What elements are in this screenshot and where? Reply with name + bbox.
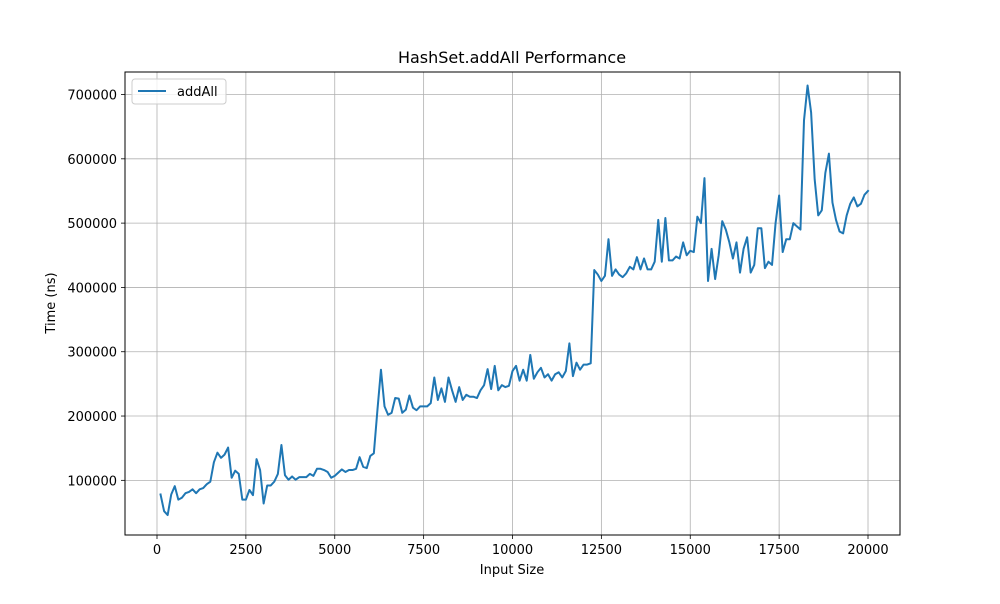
x-axis-label: Input Size: [480, 563, 544, 578]
x-tick-label: 7500: [407, 543, 440, 558]
grid-lines: [125, 72, 900, 535]
x-tick-label: 17500: [758, 543, 799, 558]
y-tick-label: 600000: [67, 153, 117, 168]
x-tick-label: 10000: [492, 543, 533, 558]
x-tick-label: 20000: [847, 543, 888, 558]
y-axis-label: Time (ns): [44, 272, 59, 334]
x-tick-label: 0: [153, 543, 161, 558]
chart-title: HashSet.addAll Performance: [398, 48, 626, 67]
y-tick-label: 300000: [67, 346, 117, 361]
x-tick-label: 5000: [318, 543, 351, 558]
axis-ticks: 0 2500 5000 7500 10000 12500 15000 17500 20000 10…: [67, 89, 888, 558]
legend-label-addall: addAll: [177, 85, 218, 100]
legend-box: [131, 78, 227, 105]
y-tick-label: 700000: [67, 89, 117, 104]
y-tick-label: 200000: [67, 410, 117, 425]
legend: addAll: [131, 78, 227, 105]
y-tick-label: 400000: [67, 281, 117, 296]
series-line-addall: [159, 84, 870, 517]
x-tick-label: 15000: [670, 543, 711, 558]
y-tick-label: 500000: [67, 217, 117, 232]
x-tick-label: 2500: [229, 543, 262, 558]
y-tick-label: 100000: [67, 474, 117, 489]
x-tick-label: 12500: [581, 543, 622, 558]
series-layer: [159, 84, 870, 517]
